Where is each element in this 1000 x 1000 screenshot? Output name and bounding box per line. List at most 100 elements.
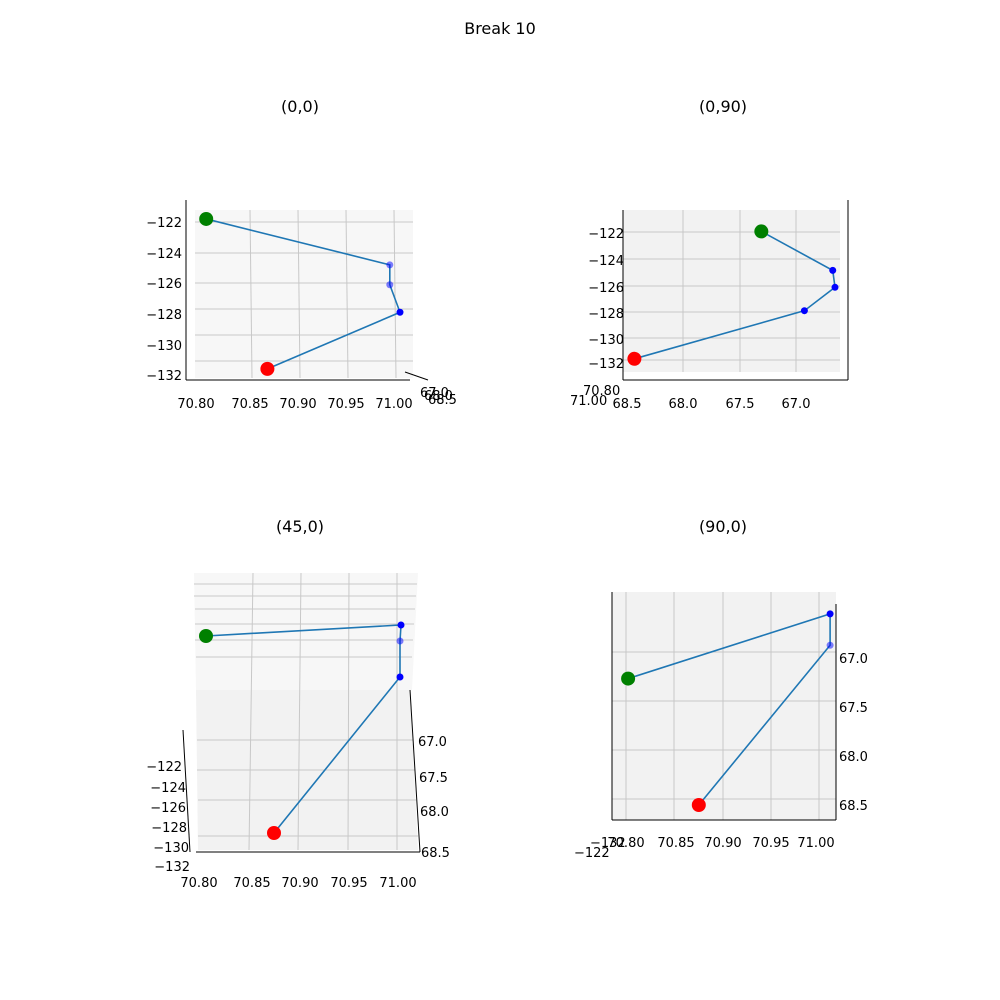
z-tick-label: −122 <box>146 760 182 775</box>
series-line <box>627 612 831 806</box>
z-tick-label: −132 <box>154 860 190 875</box>
end-point <box>260 361 275 376</box>
x-tick-label: 70.90 <box>279 397 316 412</box>
x-tick-labels: 70.80 70.85 70.90 70.95 71.00 <box>180 876 416 891</box>
data-point <box>386 281 394 289</box>
depth-tick-label: 70.80 <box>583 384 620 399</box>
data-point <box>386 261 394 269</box>
x-tick-label: 70.95 <box>330 876 367 891</box>
x-tick-label: 70.90 <box>281 876 318 891</box>
data-point <box>829 266 837 274</box>
z-axis-line <box>182 729 191 853</box>
plot-area <box>199 621 405 840</box>
y-axis-line <box>409 689 421 853</box>
grid <box>612 592 836 820</box>
depth-tick-label: −122 <box>574 846 610 861</box>
end-point <box>691 798 706 812</box>
x-tick-label: 70.85 <box>231 397 268 412</box>
y-tick-labels: −122 −124 −126 −128 −130 −132 <box>588 227 624 372</box>
subplot-title: (90,0) <box>699 517 747 536</box>
y-tick-label: 68.5 <box>421 846 450 861</box>
y-tick-labels: −122 −124 −126 −128 −130 −132 <box>146 216 182 384</box>
data-point <box>800 307 808 315</box>
subplot-0-0: (0,0) −122 −124 −126 −128 −130 −132 70.8… <box>146 97 457 412</box>
y-tick-label: −132 <box>588 357 624 372</box>
y-tick-label: 67.5 <box>839 701 868 716</box>
x-tick-label: 71.00 <box>379 876 416 891</box>
y-tick-label: −130 <box>146 339 182 354</box>
data-point <box>397 621 405 629</box>
y-tick-label: 67.5 <box>419 771 448 786</box>
y-tick-label: 68.5 <box>839 799 868 814</box>
z-tick-label: −124 <box>150 781 186 796</box>
depth-tick-label: 71.00 <box>570 394 607 409</box>
y-tick-label: 67.0 <box>418 735 447 750</box>
start-point <box>199 211 214 226</box>
subplot-45-0: (45,0) 70.80 70.85 70.90 70.95 7 <box>146 517 450 891</box>
y-tick-label: 68.0 <box>420 805 449 820</box>
y-tick-label: −126 <box>146 277 182 292</box>
depth-tick-label: 68.0 <box>424 389 453 404</box>
start-point <box>621 671 636 686</box>
plot-area <box>627 224 839 366</box>
subplot-title: (0,90) <box>699 97 747 116</box>
x-tick-label: 70.80 <box>177 397 214 412</box>
x-tick-label: 67.5 <box>726 397 755 412</box>
x-tick-label: 70.80 <box>607 836 644 851</box>
y-tick-labels: 67.0 67.5 68.0 68.5 <box>418 735 450 861</box>
plot-area <box>199 211 404 376</box>
subplot-title: (45,0) <box>276 517 324 536</box>
back-pane <box>195 210 413 378</box>
end-point <box>267 826 281 840</box>
y-tick-label: −126 <box>588 281 624 296</box>
y-tick-label: −128 <box>588 307 624 322</box>
y-tick-labels: 67.0 67.5 68.0 68.5 <box>839 652 868 814</box>
depth-tick-labels: 67.0 68.0 68.5 <box>420 386 457 408</box>
grid <box>195 209 413 379</box>
x-tick-label: 70.95 <box>327 397 364 412</box>
start-point <box>199 629 213 643</box>
depth-tick-label: 68.5 <box>428 393 457 408</box>
subplot-title: (0,0) <box>281 97 319 116</box>
data-point <box>826 610 834 618</box>
subplot-90-0: (90,0) 70.80 70.85 70.90 70.95 71.00 67.… <box>574 517 868 861</box>
subplot-0-90: (0,90) −122 −124 −126 −128 −130 −132 68.… <box>570 97 849 412</box>
z-tick-labels: −122 −124 −126 −128 −130 −132 <box>146 760 190 875</box>
end-point <box>627 351 642 366</box>
y-tick-label: 68.0 <box>839 750 868 765</box>
y-tick-label: −124 <box>588 254 624 269</box>
x-tick-label: 71.00 <box>797 836 834 851</box>
y-tick-label: −132 <box>146 369 182 384</box>
x-tick-label: 70.95 <box>752 836 789 851</box>
depth-tick-label: 67.0 <box>420 386 449 401</box>
back-pane <box>194 573 418 690</box>
depth-tick-labels: 70.80 71.00 <box>570 384 620 409</box>
back-pane <box>623 210 840 372</box>
x-tick-label: 70.80 <box>180 876 217 891</box>
depth-axis-line <box>404 371 429 381</box>
z-tick-label: −130 <box>153 841 189 856</box>
data-point <box>396 308 404 316</box>
plot-area <box>621 610 834 812</box>
figure-title: Break 10 <box>464 19 536 38</box>
y-tick-label: 67.0 <box>839 652 868 667</box>
data-point <box>396 673 404 681</box>
x-tick-labels: 68.5 68.0 67.5 67.0 <box>613 397 811 412</box>
x-tick-label: 67.0 <box>782 397 811 412</box>
x-tick-label: 70.85 <box>233 876 270 891</box>
data-point <box>826 641 834 649</box>
x-tick-label: 68.0 <box>669 397 698 412</box>
z-tick-label: −126 <box>150 801 186 816</box>
x-tick-label: 70.90 <box>704 836 741 851</box>
start-point <box>754 224 769 239</box>
x-tick-label: 71.00 <box>375 397 412 412</box>
y-tick-label: −122 <box>588 227 624 242</box>
y-tick-label: −128 <box>146 308 182 323</box>
y-tick-label: −124 <box>146 247 182 262</box>
data-point <box>831 283 839 291</box>
x-tick-labels: 70.80 70.85 70.90 70.95 71.00 <box>607 836 834 851</box>
y-tick-label: −130 <box>588 333 624 348</box>
x-tick-label: 70.85 <box>657 836 694 851</box>
data-point <box>396 637 404 645</box>
